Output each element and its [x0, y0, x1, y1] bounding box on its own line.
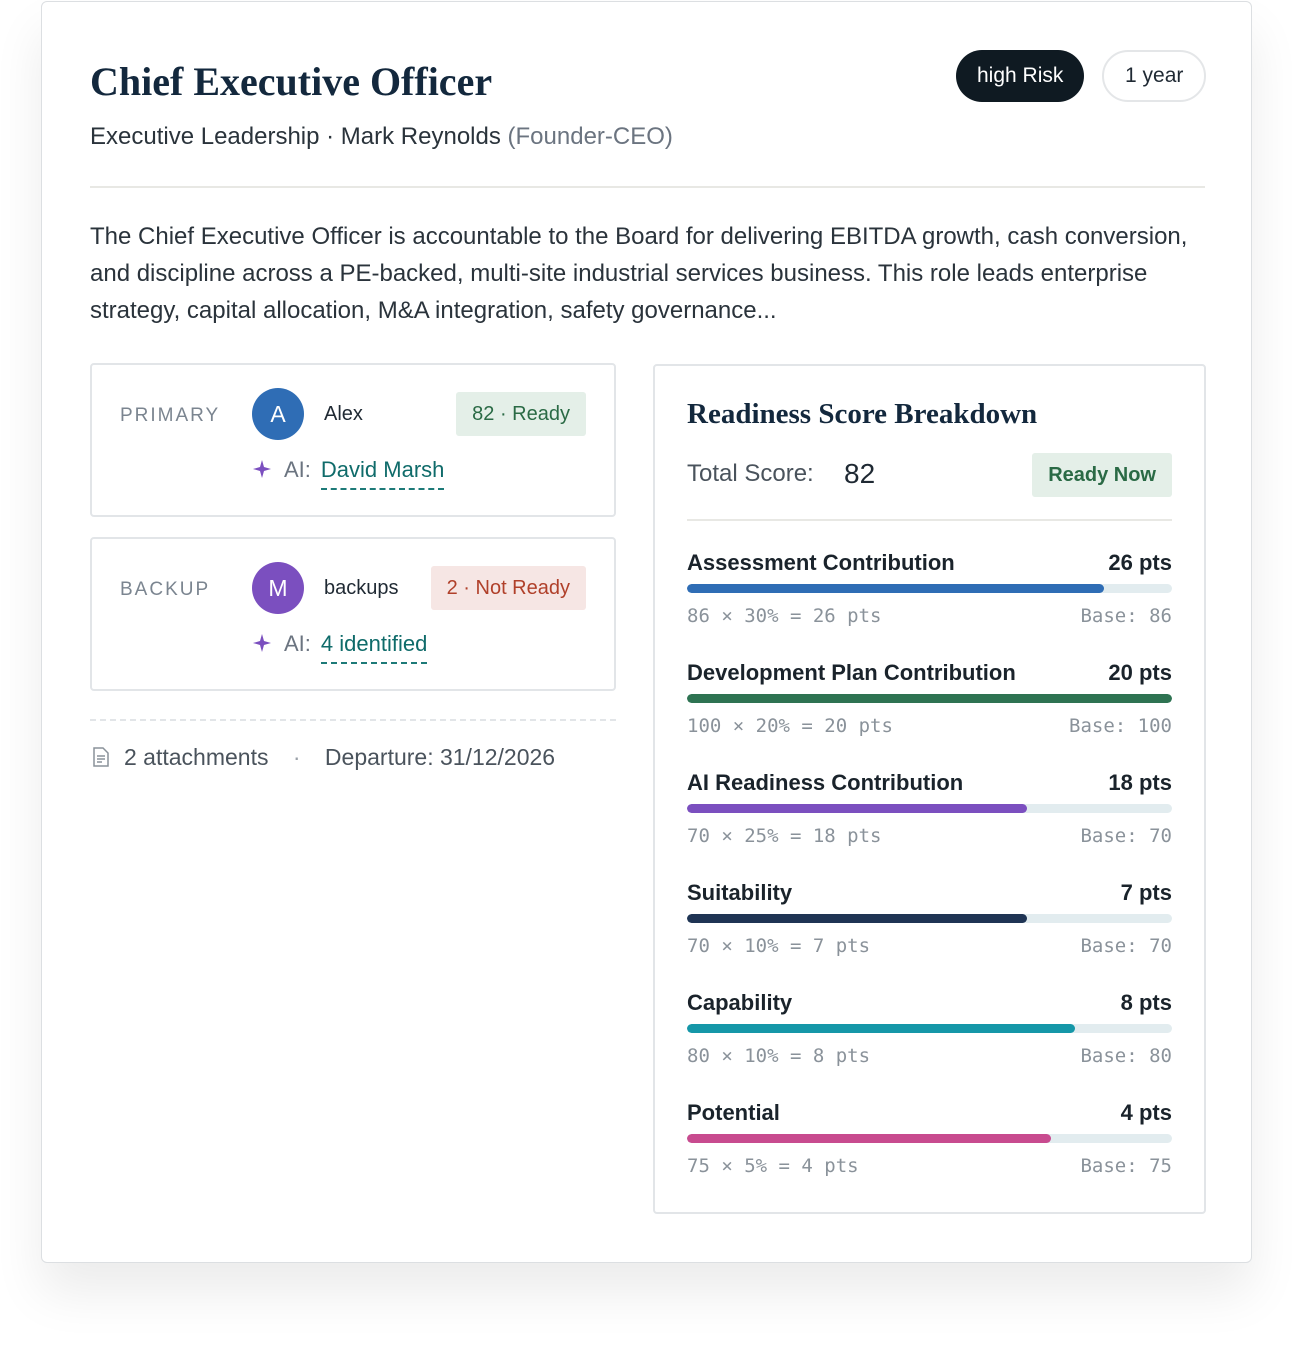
backup-box: BACKUP M backups 2 · Not Ready AI: 4 iden… [90, 537, 616, 691]
separator: · [292, 744, 301, 770]
ai-row: AI: 4 identified [252, 631, 428, 664]
role-card: Chief Executive Officer Executive Leader… [41, 1, 1252, 1263]
status-badge: 82 · Ready [456, 392, 586, 436]
item-points: 26 pts [1108, 550, 1172, 575]
base-value: 75 [1149, 1155, 1172, 1177]
total-label: Total Score: [687, 460, 814, 487]
score-item: AI Readiness Contribution 18 pts 70 × 25% … [687, 770, 1172, 870]
item-label: Potential [687, 1100, 780, 1125]
bar-track [687, 914, 1172, 923]
total-score: 82 [844, 458, 876, 489]
item-base: Base: 80 [1080, 1045, 1172, 1067]
dashed-divider [90, 719, 616, 721]
bar-fill [687, 1134, 1051, 1143]
base-label: Base: [1080, 605, 1138, 627]
sparkle-icon [253, 634, 271, 652]
item-formula: 100 × 20% = 20 pts [687, 715, 893, 737]
score-item: Development Plan Contribution 20 pts 100 ×… [687, 660, 1172, 760]
item-label: Assessment Contribution [687, 550, 955, 575]
item-base: Base: 100 [1069, 715, 1172, 737]
departure: Departure: 31/12/2026 [324, 744, 556, 770]
role-label: PRIMARY [120, 405, 221, 426]
item-points: 20 pts [1108, 660, 1172, 685]
description: The Chief Executive Officer is accountab… [90, 223, 1188, 324]
item-formula: 86 × 30% = 26 pts [687, 605, 882, 627]
item-base: Base: 86 [1080, 605, 1172, 627]
footer: 2 attachments · Departure: 31/12/2026 [90, 744, 555, 771]
subtitle-note: (Founder-CEO) [507, 123, 673, 150]
doc-icon [93, 747, 109, 767]
divider [687, 519, 1172, 521]
ai-link[interactable]: 4 identified [320, 631, 428, 664]
base-label: Base: [1080, 1045, 1138, 1067]
ai-label: AI: [284, 457, 311, 482]
item-points: 8 pts [1120, 990, 1172, 1015]
ai-row: AI: David Marsh [252, 457, 445, 490]
base-label: Base: [1080, 825, 1138, 847]
score-item: Assessment Contribution 26 pts 86 × 30% = … [687, 550, 1172, 650]
primary-box: PRIMARY A Alex 82 · Ready AI: David Marsh [90, 363, 616, 517]
role-title: Chief Executive Officer [90, 59, 493, 104]
item-label: Development Plan Contribution [687, 660, 1016, 685]
item-points: 4 pts [1120, 1100, 1172, 1125]
bar-track [687, 804, 1172, 813]
base-value: 70 [1149, 935, 1172, 957]
item-label: AI Readiness Contribution [687, 770, 964, 795]
avatar: M [252, 562, 304, 614]
base-label: Base: [1069, 715, 1127, 737]
successor-name[interactable]: Alex [324, 403, 363, 425]
item-base: Base: 75 [1080, 1155, 1172, 1177]
base-value: 70 [1149, 825, 1172, 847]
successor-name[interactable]: backups [324, 577, 399, 599]
item-points: 18 pts [1108, 770, 1172, 795]
base-value: 86 [1149, 605, 1172, 627]
role-label: BACKUP [120, 579, 211, 600]
item-formula: 70 × 25% = 18 pts [687, 825, 882, 847]
divider [90, 186, 1205, 188]
bar-fill [687, 584, 1105, 593]
readiness-badge: Ready Now [1032, 453, 1172, 497]
bar-fill [687, 694, 1172, 703]
base-value: 80 [1149, 1045, 1172, 1067]
panel-title: Readiness Score Breakdown [687, 398, 1038, 430]
score-item: Suitability 7 pts 70 × 10% = 7 pts Base: 70 [687, 880, 1172, 980]
bar-track [687, 1134, 1172, 1143]
bar-fill [687, 1024, 1075, 1033]
bar-track [687, 694, 1172, 703]
risk-badge: high Risk [956, 50, 1085, 102]
item-label: Capability [687, 990, 793, 1015]
score-item: Capability 8 pts 80 × 10% = 8 pts Base: 80 [687, 990, 1172, 1090]
avatar: A [252, 388, 304, 440]
breakdown-panel: Readiness Score Breakdown Total Score: 8… [653, 364, 1206, 1214]
ai-label: AI: [284, 631, 311, 656]
bar-fill [687, 914, 1027, 923]
subtitle: Executive Leadership · Mark Reynolds (Fo… [90, 123, 673, 151]
item-base: Base: 70 [1080, 935, 1172, 957]
item-formula: 80 × 10% = 8 pts [687, 1045, 871, 1067]
item-base: Base: 70 [1080, 825, 1172, 847]
bar-track [687, 1024, 1172, 1033]
base-value: 100 [1137, 715, 1172, 737]
base-label: Base: [1080, 1155, 1138, 1177]
ai-link[interactable]: David Marsh [320, 457, 445, 490]
item-label: Suitability [687, 880, 793, 905]
subtitle-text: Executive Leadership · Mark Reynolds [90, 123, 501, 150]
status-badge: 2 · Not Ready [430, 566, 586, 610]
item-points: 7 pts [1120, 880, 1172, 905]
attachments[interactable]: 2 attachments [124, 744, 269, 770]
item-formula: 70 × 10% = 7 pts [687, 935, 871, 957]
bar-track [687, 584, 1172, 593]
sparkle-icon [253, 460, 271, 478]
score-item: Potential 4 pts 75 × 5% = 4 pts Base: 75 [687, 1100, 1172, 1200]
item-formula: 75 × 5% = 4 pts [687, 1155, 859, 1177]
bar-fill [687, 804, 1027, 813]
term-badge: 1 year [1102, 50, 1207, 102]
base-label: Base: [1080, 935, 1138, 957]
